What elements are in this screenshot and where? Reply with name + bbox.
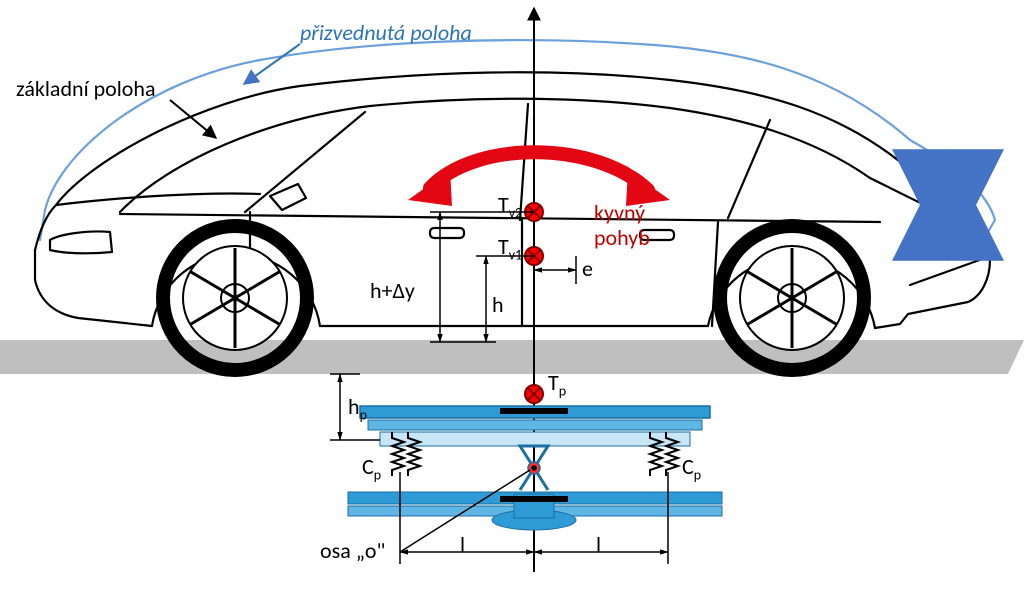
label-tv2: Tv2 (498, 194, 522, 220)
label-tilting-motion: kyvný pohyb (594, 200, 650, 251)
pointer-base (170, 100, 216, 138)
front-wheel (163, 226, 307, 370)
dim-h-plus-dy (430, 212, 534, 342)
tilting-line2: pohyb (594, 224, 650, 251)
label-cp-left: Cp (362, 456, 381, 482)
label-h: h (492, 294, 504, 316)
label-l-left: l (460, 534, 465, 556)
tilting-line1: kyvný (594, 199, 645, 226)
pointer-raised (244, 44, 300, 84)
label-hp: hp (348, 396, 367, 422)
label-axis-o: osa „o" (320, 540, 385, 562)
label-raised-position: přizvednutá poloha (300, 22, 472, 44)
label-tv1: Tv1 (498, 236, 522, 262)
ground-surface (0, 340, 1024, 374)
rear-wheel (720, 226, 864, 370)
label-tp: Tp (548, 372, 566, 398)
label-h-plus-dy: h+Δy (370, 280, 415, 302)
tilting-arrow (408, 152, 670, 206)
label-cp-right: Cp (682, 456, 701, 482)
marker-tp (525, 385, 543, 403)
label-l-right: l (596, 534, 601, 556)
label-base-position: základní poloha (16, 78, 156, 100)
dim-h (476, 256, 534, 342)
label-e: e (582, 258, 593, 280)
